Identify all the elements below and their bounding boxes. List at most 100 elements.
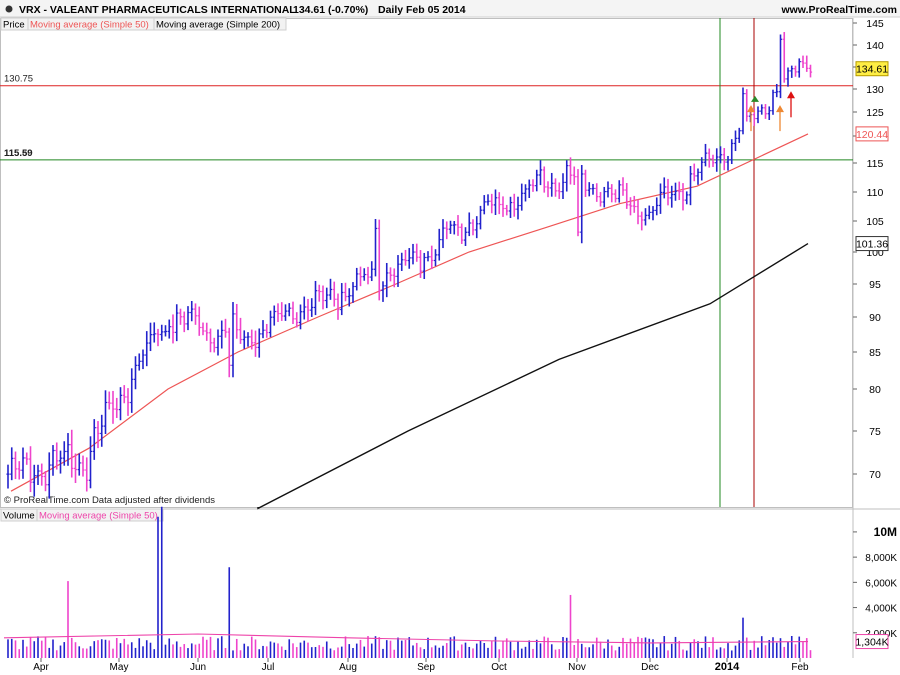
ohlc-bar [407, 248, 411, 269]
legend-volume: Volume [3, 511, 35, 522]
ohlc-bar [163, 325, 168, 337]
ohlc-bar [478, 205, 483, 230]
ohlc-bar [760, 104, 764, 115]
ohlc-bar [497, 192, 501, 215]
ohlc-bar [782, 32, 786, 83]
ohlc-bar [610, 184, 614, 203]
ohlc-bar [400, 252, 404, 271]
ohlc-bar [707, 148, 711, 168]
ohlc-bar [703, 143, 708, 167]
ohlc-bar [775, 83, 779, 98]
ohlc-bar [437, 228, 441, 261]
ohlc-bar [332, 281, 336, 307]
ohlc-bar [598, 192, 603, 207]
ohlc-bar [253, 330, 258, 357]
ohlc-bar [325, 287, 329, 309]
ohlc-bar [43, 470, 48, 492]
ohlc-bar [441, 219, 445, 249]
ohlc-bar [733, 130, 738, 152]
ohlc-bar [737, 127, 741, 143]
ohlc-bar [55, 442, 59, 470]
ohlc-bar [66, 433, 70, 466]
ohlc-bar [10, 447, 14, 481]
ohlc-bar [718, 146, 723, 164]
ohlc-bar [388, 267, 393, 282]
period-date: Daily Feb 05 2014 [378, 4, 466, 16]
ohlc-bar [467, 212, 471, 237]
ohlc-bar [328, 278, 333, 300]
ma200-value-label: 101.36 [856, 239, 888, 251]
ohlc-bar [21, 447, 25, 479]
price-panel-frame [0, 18, 853, 508]
ohlc-bar [595, 183, 599, 202]
ohlc-bar [287, 303, 291, 317]
ohlc-bar [355, 267, 359, 291]
ohlc-bar [647, 205, 651, 220]
ohlc-bar [741, 87, 745, 135]
ohlc-bar [145, 331, 149, 367]
ohlc-bar [85, 457, 89, 492]
ohlc-bar [295, 312, 299, 328]
time-tick-label: Apr [33, 662, 49, 673]
ohlc-bar [576, 169, 580, 237]
ohlc-bar [193, 303, 198, 325]
ohlc-bar [463, 227, 468, 246]
ohlc-bar [486, 194, 490, 206]
ohlc-bar [77, 453, 81, 476]
ohlc-bar [280, 302, 284, 321]
ohlc-bar [340, 283, 344, 316]
time-tick-label: Jul [262, 662, 275, 673]
ohlc-bar [535, 169, 539, 192]
price-bars [6, 32, 813, 499]
ohlc-bar [17, 461, 21, 480]
ohlc-bar [692, 163, 696, 182]
legend-volume-ma: Moving average (Simple 50) [39, 511, 158, 522]
header-bar [0, 0, 900, 17]
ohlc-bar [565, 160, 569, 192]
time-tick-label: Aug [339, 662, 357, 673]
site-link[interactable]: www.ProRealTime.com [780, 4, 897, 16]
value-boxes: 134.61 120.44 101.36 1,304K [855, 61, 889, 650]
ohlc-bar [531, 179, 535, 192]
ohlc-bar [666, 178, 670, 206]
ohlc-bar [628, 197, 633, 216]
ohlc-bar [40, 463, 44, 486]
ohlc-bar [133, 356, 138, 390]
ohlc-bar [415, 243, 419, 262]
ohlc-bar [392, 268, 396, 288]
ohlc-bar [583, 169, 588, 197]
ohlc-bar [396, 255, 400, 287]
legend-price: Price [3, 20, 25, 31]
ohlc-bar [801, 55, 805, 68]
ohlc-bar [422, 252, 426, 279]
time-tick-label: Dec [641, 662, 659, 673]
ohlc-bar [550, 172, 554, 197]
ohlc-bar [313, 280, 318, 316]
ohlc-bar [220, 320, 224, 349]
ohlc-bar [606, 181, 610, 198]
volume-ma-value-label: 1,304K [855, 637, 888, 649]
ohlc-bar [426, 251, 430, 262]
ma200-value-label-box [855, 236, 889, 252]
price-tick-label: 140 [866, 40, 884, 52]
last-price-label: 134.61 [856, 64, 888, 76]
time-tick-label: 2014 [715, 661, 740, 673]
legend-box-volume-ma [36, 508, 164, 522]
ohlc-bar [403, 249, 408, 266]
ohlc-bar [512, 193, 516, 217]
ohlc-bar [508, 196, 513, 218]
ohlc-bar [636, 199, 640, 225]
ohlc-bar [208, 328, 213, 353]
ohlc-bar [553, 178, 558, 197]
ohlc-bar [265, 323, 269, 338]
ohlc-bar [651, 206, 655, 221]
ohlc-bar [28, 446, 33, 493]
volume-tick-label: 10M [874, 525, 897, 539]
ohlc-bar [767, 106, 771, 121]
arrow-up-icon [751, 95, 759, 102]
price-tick-label: 115 [867, 158, 884, 170]
ohlc-bar [100, 414, 104, 447]
ohlc-bar [471, 219, 475, 236]
ohlc-bar [726, 155, 730, 171]
